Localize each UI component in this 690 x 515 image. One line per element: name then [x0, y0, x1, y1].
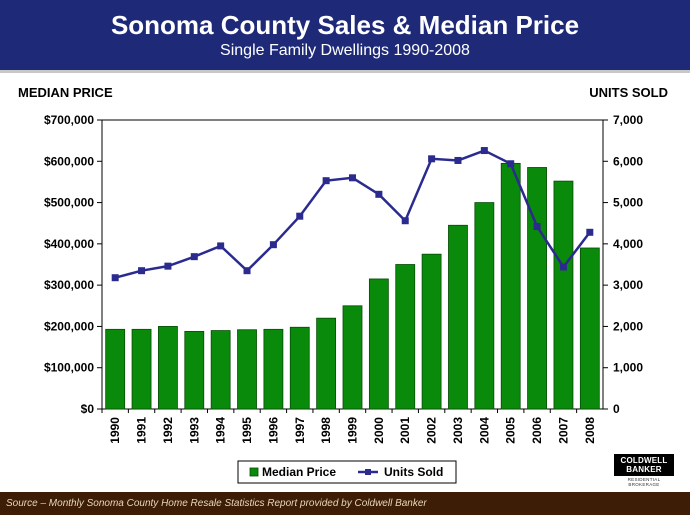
units-sold-point — [190, 253, 198, 261]
x-tick-label: 2002 — [425, 417, 439, 444]
left-tick-label: $200,000 — [44, 319, 94, 333]
right-tick-label: 4,000 — [613, 237, 643, 251]
x-tick-label: 2004 — [477, 417, 491, 444]
units-sold-point — [454, 156, 462, 164]
x-tick-label: 2001 — [398, 417, 412, 444]
units-sold-point — [111, 274, 119, 282]
chart-subtitle: Single Family Dwellings 1990-2008 — [220, 42, 470, 59]
left-tick-label: $300,000 — [44, 278, 94, 292]
x-tick-label: 1991 — [135, 417, 149, 444]
median-price-bar — [553, 180, 574, 410]
x-tick-label: 2006 — [530, 417, 544, 444]
x-tick-label: 1995 — [240, 417, 254, 444]
median-price-bar — [131, 328, 152, 410]
right-tick-label: 0 — [613, 402, 620, 416]
right-tick-label: 2,000 — [613, 319, 643, 333]
units-sold-point — [480, 147, 488, 155]
left-tick-label: $600,000 — [44, 154, 94, 168]
median-price-bar — [474, 202, 495, 410]
median-price-bar — [237, 329, 257, 410]
median-price-bar — [368, 278, 389, 410]
units-sold-point — [217, 242, 225, 250]
x-tick-label: 1999 — [346, 417, 360, 444]
legend-marker-units-sold — [365, 469, 371, 475]
legend-label-median-price: Median Price — [262, 465, 336, 479]
median-price-bar — [316, 317, 337, 410]
units-sold-point — [533, 223, 541, 231]
right-tick-label: 3,000 — [613, 278, 643, 292]
median-price-bar — [579, 247, 600, 410]
source-footer: Source – Monthly Sonoma County Home Resa… — [0, 492, 690, 515]
left-tick-label: $700,000 — [44, 113, 94, 127]
units-sold-point — [138, 267, 146, 275]
x-tick-label: 2000 — [372, 417, 386, 444]
units-sold-point — [243, 267, 251, 275]
units-sold-point — [559, 263, 567, 271]
units-sold-point — [586, 228, 594, 236]
median-price-bar — [105, 328, 126, 410]
median-price-bar — [184, 330, 205, 410]
x-tick-label: 1990 — [108, 417, 122, 444]
units-sold-point — [322, 177, 330, 185]
x-tick-label: 2008 — [583, 417, 597, 444]
left-tick-label: $100,000 — [44, 361, 94, 375]
x-tick-label: 1992 — [161, 417, 175, 444]
legend-box — [237, 460, 457, 484]
median-price-bar — [500, 162, 521, 410]
logo-line1: COLDWELL — [620, 456, 668, 465]
units-sold-point — [164, 262, 172, 270]
units-sold-point — [269, 241, 277, 249]
x-tick-label: 2007 — [556, 417, 570, 444]
chart-title: Sonoma County Sales & Median Price — [110, 10, 580, 40]
units-sold-point — [507, 160, 515, 168]
chart-canvas: $0 $100,000 $200,000 $300,000 $400,000 $500,0… — [44, 113, 643, 484]
x-tick-label: 2005 — [504, 417, 518, 444]
right-tick-label: 1,000 — [613, 361, 643, 375]
x-tick-label: 1993 — [187, 417, 201, 444]
median-price-bar — [210, 330, 231, 410]
x-tick-label: 1998 — [319, 417, 333, 444]
median-price-bar — [421, 253, 442, 410]
x-tick-label: 1994 — [214, 417, 228, 444]
median-price-bar — [158, 326, 178, 410]
right-tick-label: 5,000 — [613, 196, 643, 210]
units-sold-point — [428, 155, 436, 163]
left-tick-label: $0 — [81, 402, 95, 416]
median-price-bar — [395, 264, 416, 410]
left-tick-label: $400,000 — [44, 237, 94, 251]
units-sold-point — [349, 174, 356, 182]
left-tick-label: $500,000 — [44, 196, 94, 210]
legend-label-units-sold: Units Sold — [384, 465, 443, 479]
median-price-bar — [527, 167, 547, 410]
x-tick-label: 1996 — [266, 417, 280, 444]
coldwell-banker-logo: COLDWELL BANKER RESIDENTIAL BROKERAGE — [614, 454, 674, 488]
logo-line2: BANKER — [626, 465, 662, 474]
x-tick-label: 1997 — [293, 417, 307, 444]
legend-swatch-median-price — [249, 467, 259, 477]
right-tick-label: 7,000 — [613, 113, 643, 127]
median-price-bar — [289, 326, 310, 410]
x-tick-label: 2003 — [451, 417, 465, 444]
median-price-bar — [448, 224, 468, 410]
units-sold-point — [296, 212, 304, 220]
right-tick-label: 6,000 — [613, 154, 643, 168]
logo-tagline: RESIDENTIAL BROKERAGE — [627, 477, 661, 487]
units-sold-point — [375, 190, 383, 198]
units-sold-point — [401, 217, 409, 225]
median-price-bar — [342, 305, 363, 410]
right-axis-title: UNITS SOLD — [589, 85, 668, 100]
title-bar: Sonoma County Sales & Median Price Singl… — [0, 0, 690, 73]
median-price-bar — [263, 328, 284, 410]
left-axis-title: MEDIAN PRICE — [18, 85, 113, 100]
